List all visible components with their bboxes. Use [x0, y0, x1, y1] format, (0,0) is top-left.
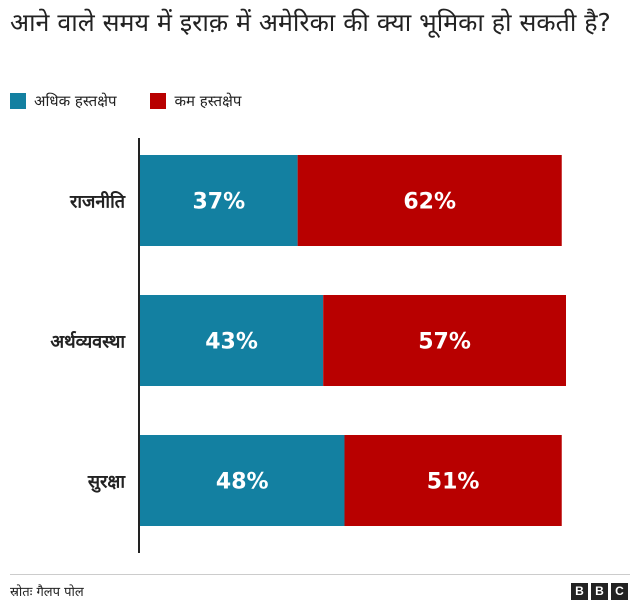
legend-label-less: कम हस्तक्षेप	[174, 92, 242, 110]
legend-label-more: अधिक हस्तक्षेप	[34, 92, 117, 110]
data-label: 43%	[205, 330, 258, 355]
legend-item-more: अधिक हस्तक्षेप	[10, 91, 116, 111]
category-label: अर्थव्यवस्था	[50, 331, 126, 353]
data-label: 48%	[216, 470, 269, 495]
bar-segment-more	[140, 435, 345, 526]
bbc-logo: B B C	[568, 583, 628, 600]
legend: अधिक हस्तक्षेप कम हस्तक्षेप	[10, 90, 275, 112]
bar-segment-more	[140, 155, 298, 246]
bbc-logo-letter-2: B	[591, 583, 608, 600]
category-label: राजनीति	[69, 191, 126, 213]
bbc-logo-letter-1: B	[571, 583, 588, 600]
legend-swatch-less	[150, 93, 167, 109]
legend-item-less: कम हस्तक्षेप	[150, 91, 241, 111]
bar-segment-less	[323, 295, 566, 386]
bar-segment-less	[344, 435, 562, 526]
data-label: 62%	[403, 190, 456, 215]
category-label: सुरक्षा	[87, 472, 126, 494]
footer-divider	[10, 574, 630, 575]
bar-segment-more	[140, 295, 324, 386]
chart-title: आने वाले समय में इराक़ में अमेरिका की क्…	[10, 8, 611, 37]
stacked-bar-chart: राजनीति 37% 62% अर्थव्यवस्था 43% 57% सुरक्षा 48…	[50, 138, 566, 553]
data-label: 37%	[192, 190, 245, 215]
source-note: स्रोतः गैलप पोल	[10, 585, 84, 600]
bar-segment-less	[297, 155, 562, 246]
legend-swatch-more	[10, 93, 26, 109]
data-label: 51%	[427, 470, 480, 495]
bbc-logo-letter-3: C	[611, 583, 628, 600]
data-label: 57%	[418, 330, 471, 355]
